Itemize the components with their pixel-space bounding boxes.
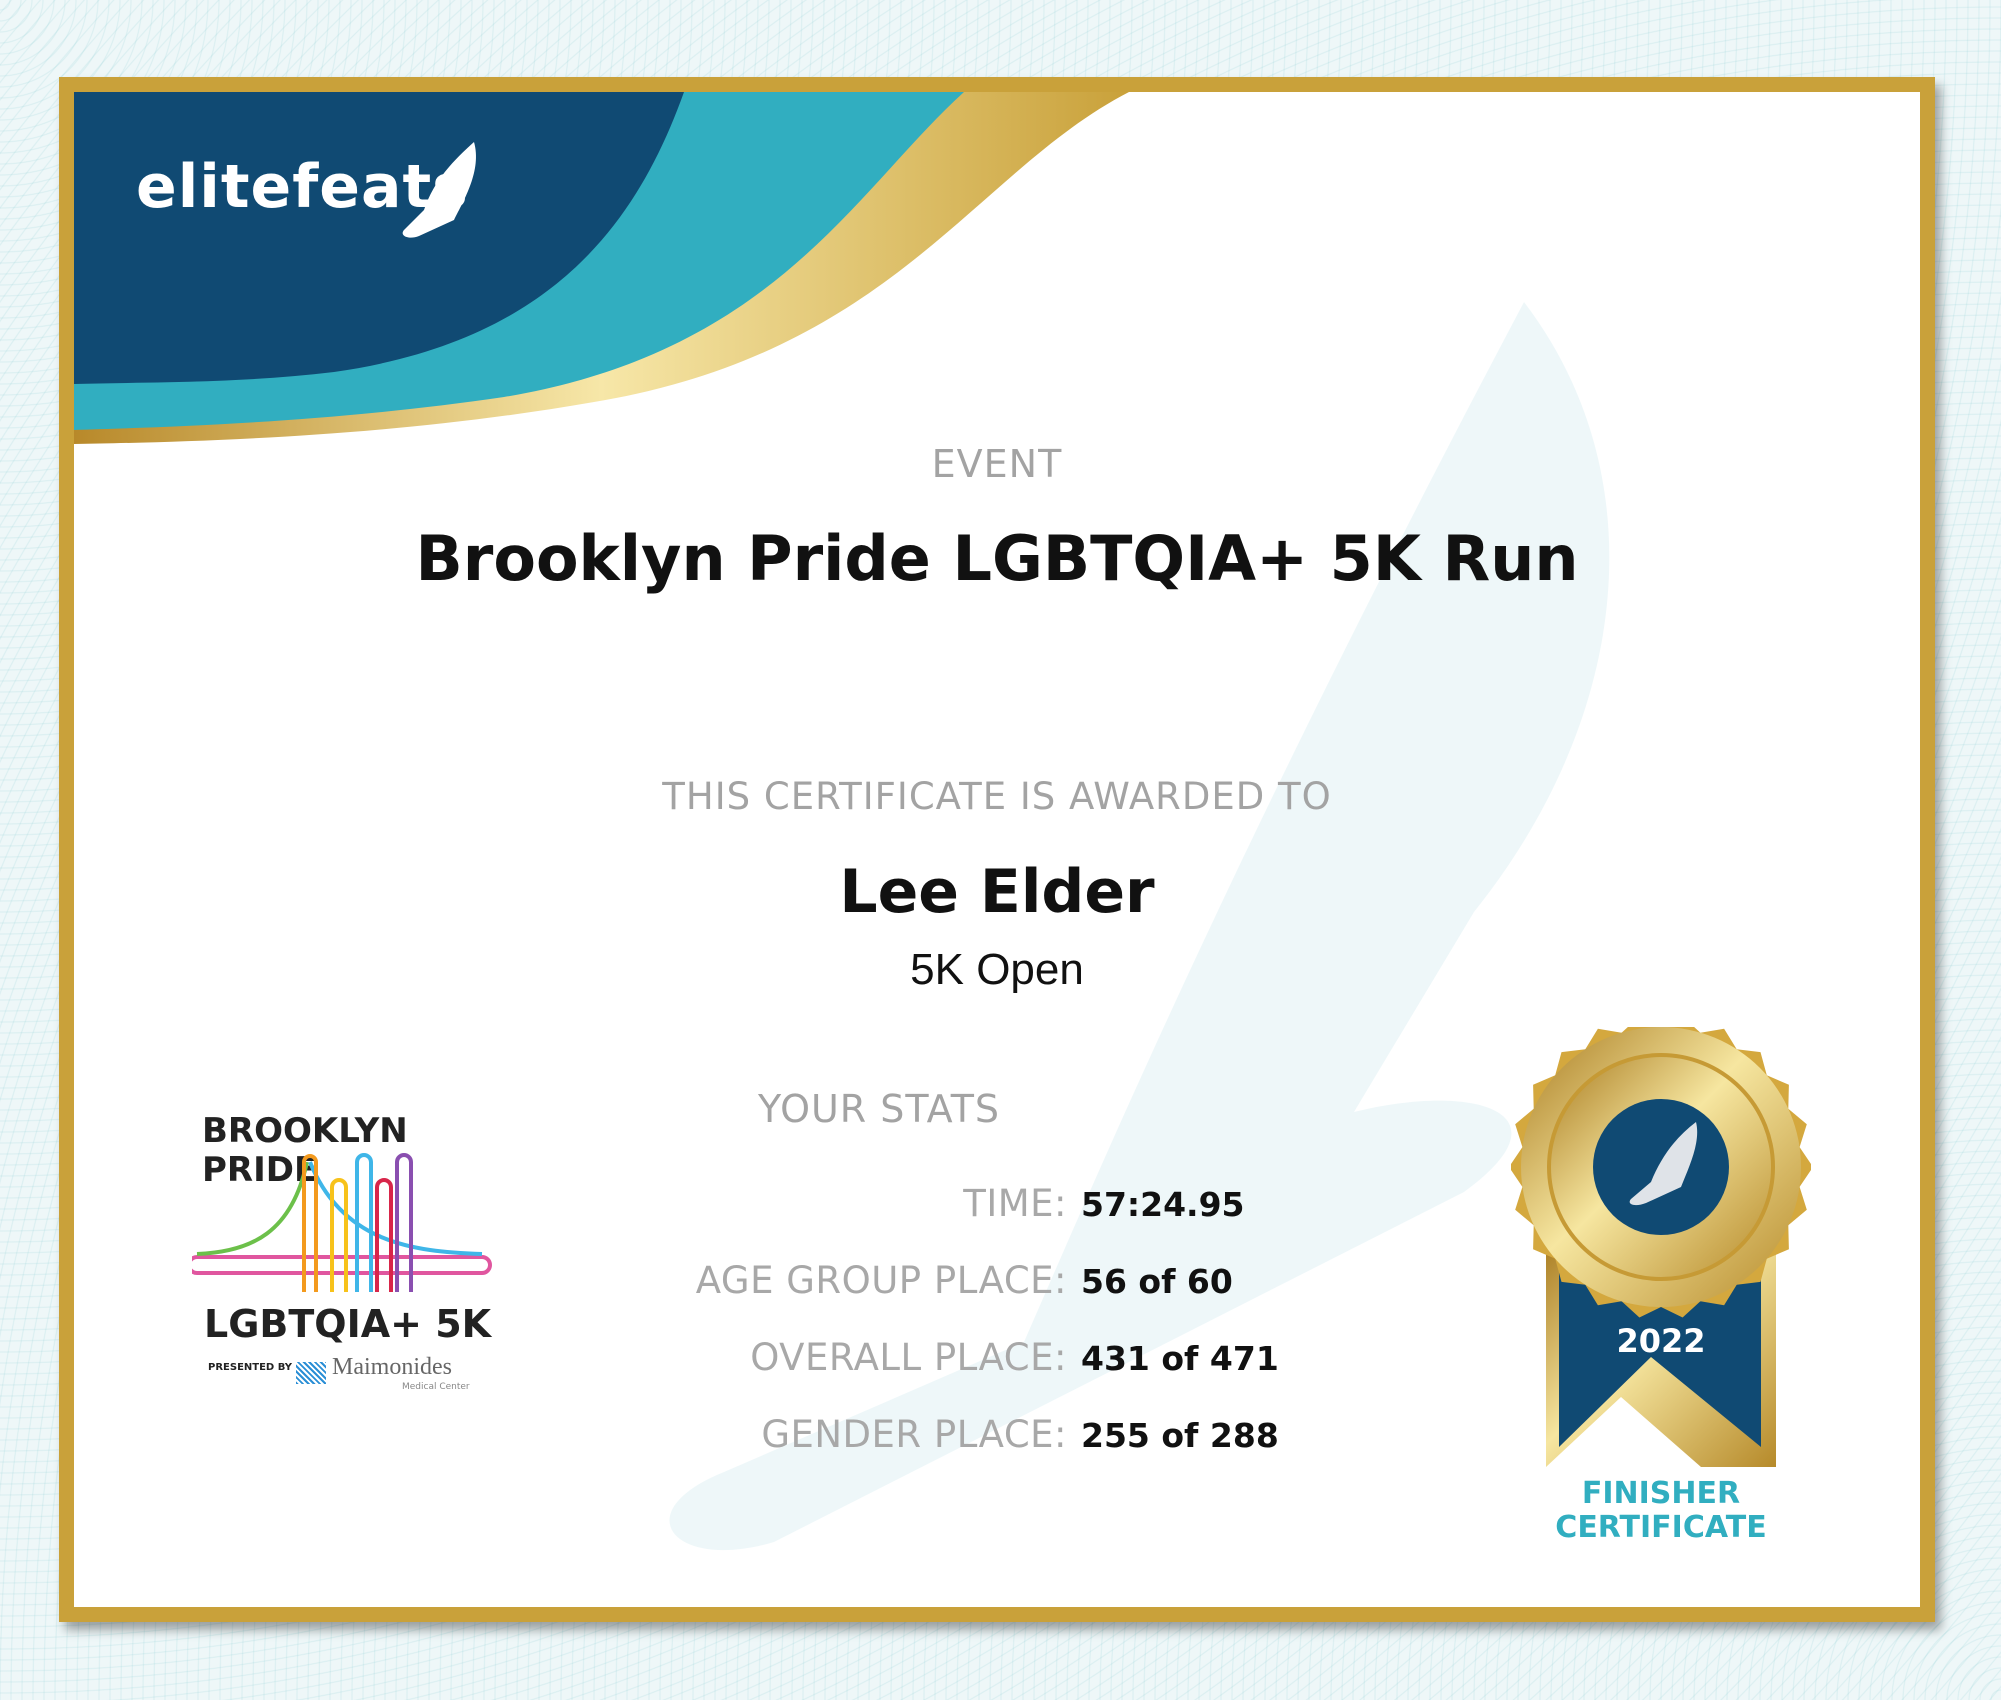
stat-time: TIME: 57:24.95 (963, 1182, 1245, 1225)
winged-foot-icon (402, 142, 476, 238)
finisher-caption: FINISHER CERTIFICATE (1555, 1476, 1767, 1545)
header-wave (74, 92, 1129, 444)
finisher-medal (1511, 1027, 1811, 1467)
event-name: Brooklyn Pride LGBTQIA+ 5K Run (415, 522, 1579, 595)
awarded-to-label: THIS CERTIFICATE IS AWARDED TO (662, 775, 1332, 818)
brooklyn-pride-logo: BROOKLYN PRIDE LGBTQIA+ 5K PRESENTED BY … (192, 1112, 492, 1402)
stat-gender-place: GENDER PLACE: 255 of 288 (761, 1413, 1279, 1456)
recipient-name: Lee Elder (839, 857, 1155, 927)
bridge-icon (192, 1153, 492, 1292)
stat-age-group-place: AGE GROUP PLACE: 56 of 60 (695, 1259, 1233, 1302)
certificate: elitefeats EVENT Brooklyn Pride LGBTQIA+… (59, 77, 1935, 1622)
event-label: EVENT (931, 442, 1063, 486)
elitefeats-logo: elitefeats (136, 152, 469, 222)
maimonides-icon (296, 1362, 326, 1384)
winged-foot-watermark (669, 302, 1610, 1551)
winged-foot-icon (1629, 1122, 1698, 1206)
medal-year: 2022 (1616, 1322, 1706, 1360)
stats-label: YOUR STATS (757, 1087, 1001, 1131)
division: 5K Open (910, 945, 1084, 994)
stat-overall-place: OVERALL PLACE: 431 of 471 (750, 1336, 1279, 1379)
